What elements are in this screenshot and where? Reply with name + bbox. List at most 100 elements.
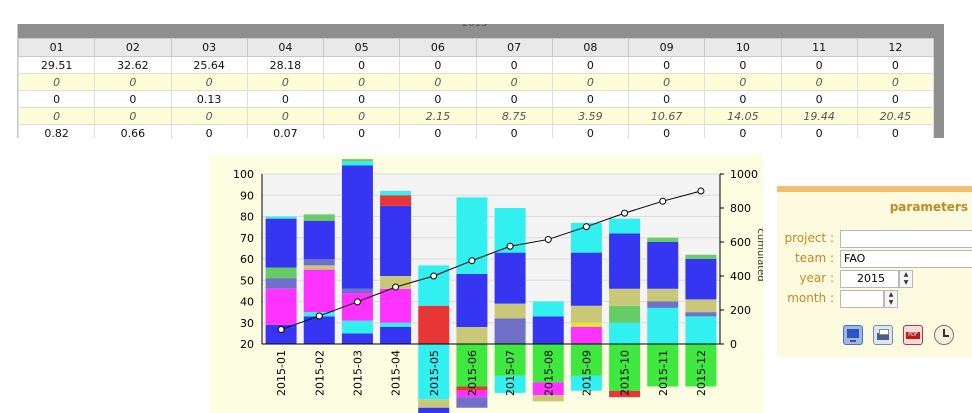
bar-segment (685, 254, 717, 259)
bar-segment (685, 312, 717, 317)
bar-segment (303, 214, 335, 221)
table-cell: 0 (322, 56, 401, 74)
table-cell: 0 (627, 73, 706, 91)
project-input[interactable] (840, 230, 972, 248)
table-cell: 0 (170, 124, 248, 138)
table-cell: 0 (856, 124, 935, 138)
column-header[interactable]: 02 (94, 38, 172, 57)
column-header[interactable]: 11 (780, 38, 858, 57)
x-tick-label: 2015-09 (580, 350, 593, 396)
table-cell: 0.82 (18, 124, 96, 138)
table-cell: 0 (94, 107, 172, 125)
bar-segment (647, 301, 679, 308)
cumulative-point (468, 257, 476, 265)
x-tick-label: 2015-11 (657, 350, 670, 396)
table-cell: 19.44 (780, 107, 858, 125)
column-header[interactable]: 04 (246, 38, 325, 57)
screen-icon[interactable] (843, 325, 863, 345)
y-tick-label: 100 (233, 168, 254, 181)
pdf-icon[interactable]: PDF (903, 325, 923, 345)
bar-segment (532, 382, 564, 395)
x-tick-label: 2015-06 (466, 350, 479, 396)
bar-segment (265, 278, 297, 289)
bar-segment (570, 252, 602, 306)
bar-segment (456, 390, 488, 398)
up-arrow-icon[interactable]: ▲ (903, 271, 909, 278)
year-input[interactable]: 2015 (840, 270, 899, 288)
column-header[interactable]: 12 (856, 38, 935, 57)
column-header[interactable]: 07 (475, 38, 553, 57)
project-label: project : (784, 231, 834, 245)
y2-tick-label: 200 (730, 304, 751, 317)
bar-segment (418, 305, 450, 344)
table-cell: 0 (475, 124, 553, 138)
table-cell: 14.05 (704, 107, 782, 125)
bar-segment (685, 299, 717, 313)
bar-segment (418, 399, 450, 408)
y2-axis-label: cumulated (755, 228, 763, 281)
bar-segment (341, 165, 373, 289)
month-label: month : (787, 291, 834, 305)
table-cell: 0 (475, 73, 553, 91)
y2-tick-label: 600 (730, 236, 751, 249)
month-input[interactable] (840, 290, 884, 308)
up-arrow-icon[interactable]: ▲ (888, 291, 894, 298)
column-header[interactable]: 01 (18, 38, 96, 57)
down-arrow-icon[interactable]: ▼ (903, 279, 909, 286)
table-cell: 0 (475, 56, 553, 74)
cumulative-point (659, 197, 667, 205)
clock-icon[interactable] (934, 325, 954, 345)
table-cell: 0 (780, 124, 858, 138)
table-cell: 0.13 (170, 90, 248, 108)
table-cell: 0 (704, 90, 782, 108)
y-tick-label: 90 (240, 189, 254, 202)
bar-segment (685, 316, 717, 344)
print-icon[interactable] (873, 325, 893, 345)
table-cell: 0 (322, 107, 401, 125)
bar-segment (456, 327, 488, 344)
bar-segment (303, 259, 335, 266)
y2-tick-label: 400 (730, 270, 751, 283)
column-header[interactable]: 03 (170, 38, 248, 57)
cumulative-point (506, 242, 514, 250)
table-cell: 0 (399, 90, 477, 108)
y-tick-label: 80 (240, 211, 254, 224)
x-tick-label: 2015-12 (695, 350, 708, 396)
table-cell: 0 (246, 107, 325, 125)
team-input[interactable]: FAO (840, 250, 972, 268)
table-cell: 0 (780, 56, 858, 74)
column-header[interactable]: 06 (399, 38, 477, 57)
table-scrollbar[interactable] (934, 24, 944, 138)
table-title: 2015 (462, 24, 487, 29)
bar-segment (494, 252, 526, 304)
year-spinner[interactable]: ▲ ▼ (899, 270, 913, 288)
bar-segment (647, 242, 679, 289)
bar-segment (303, 220, 335, 259)
y-tick-label: 40 (240, 296, 254, 309)
table-cell: 20.45 (856, 107, 935, 125)
table-cell: 2.15 (399, 107, 477, 125)
cumulative-point (621, 209, 629, 217)
month-spinner[interactable]: ▲ ▼ (884, 290, 898, 308)
table-cell: 0 (18, 73, 96, 91)
column-header[interactable]: 08 (551, 38, 630, 57)
table-cell: 0 (170, 107, 248, 125)
table-cell: 0 (856, 56, 935, 74)
cumulative-line (280, 190, 702, 331)
bar-segment (494, 303, 526, 319)
bar-segment (380, 327, 412, 344)
parameters-panel: parameters project : team : FAO year : 2… (777, 186, 972, 357)
bar-segment (380, 288, 412, 323)
column-header[interactable]: 10 (704, 38, 782, 57)
table-cell: 0 (399, 124, 477, 138)
bar-segment (609, 344, 641, 391)
column-header[interactable]: 09 (627, 38, 706, 57)
column-header[interactable]: 05 (322, 38, 401, 57)
x-tick-label: 2015-04 (390, 350, 403, 396)
table-row: 0 0 0 0 0 2.15 8.75 3.59 10.67 14.05 19.44 20.45 (18, 107, 935, 125)
table-row: 0 0 0.13 0 0 0 0 0 0 0 0 0 (18, 90, 935, 108)
bar-segment (494, 375, 526, 393)
down-arrow-icon[interactable]: ▼ (888, 299, 894, 306)
bar-segment (532, 344, 564, 383)
